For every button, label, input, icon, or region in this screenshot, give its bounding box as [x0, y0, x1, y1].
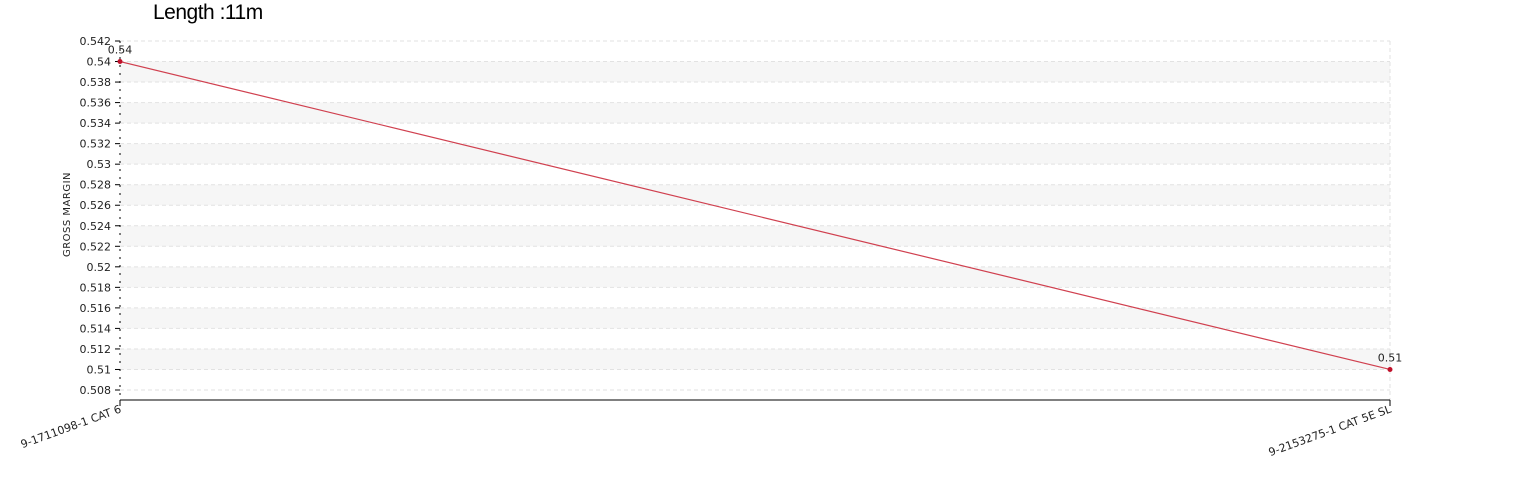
grid-band — [120, 266, 1390, 288]
series-group: 0.54 0.51 — [108, 44, 1403, 372]
grid-band — [120, 61, 1390, 83]
y-tick-label: 0.522 — [80, 240, 112, 253]
y-tick-label: 0.538 — [80, 76, 112, 89]
x-tick-label: 9-1711098-1 CAT 6 — [19, 403, 123, 451]
series-line — [119, 60, 1391, 371]
y-tick-label: 0.512 — [80, 343, 112, 356]
x-tick-label: 9-2153275-1 CAT 5E SL — [1267, 402, 1394, 459]
grid-band — [120, 348, 1390, 370]
grid-band — [120, 143, 1390, 165]
y-tick-label: 0.51 — [87, 363, 112, 376]
chart-title: Length :11m — [153, 1, 263, 24]
y-tick-label: 0.532 — [80, 138, 112, 151]
data-label: 0.54 — [108, 44, 133, 57]
grid-lines — [120, 40, 1391, 400]
y-tick-label: 0.528 — [80, 179, 112, 192]
data-point — [1387, 366, 1393, 372]
grid-band — [120, 184, 1390, 206]
data-point — [117, 59, 123, 65]
y-tick-label: 0.534 — [80, 117, 112, 130]
y-ticks: 0.508 0.51 0.512 0.514 0.516 0.518 0.52 0.522 0.… — [80, 35, 120, 397]
grid-bands — [120, 61, 1390, 370]
y-tick-label: 0.526 — [80, 199, 112, 212]
y-tick-label: 0.542 — [80, 35, 112, 48]
x-ticks: 9-1711098-1 CAT 6 9-2153275-1 CAT 5E SL — [19, 400, 1394, 459]
y-tick-label: 0.536 — [80, 97, 112, 110]
y-tick-label: 0.516 — [80, 302, 112, 315]
grid-band — [120, 225, 1390, 247]
y-tick-label: 0.508 — [80, 384, 112, 397]
y-tick-label: 0.53 — [87, 158, 112, 171]
y-tick-label: 0.518 — [80, 281, 112, 294]
y-tick-label: 0.514 — [80, 322, 112, 335]
data-label: 0.51 — [1378, 351, 1403, 364]
y-axis-label: GROSS MARGIN — [62, 172, 73, 257]
y-tick-label: 0.54 — [87, 56, 112, 69]
grid-band — [120, 102, 1390, 124]
y-tick-label: 0.524 — [80, 220, 112, 233]
y-tick-label: 0.52 — [87, 261, 112, 274]
grid-band — [120, 307, 1390, 329]
